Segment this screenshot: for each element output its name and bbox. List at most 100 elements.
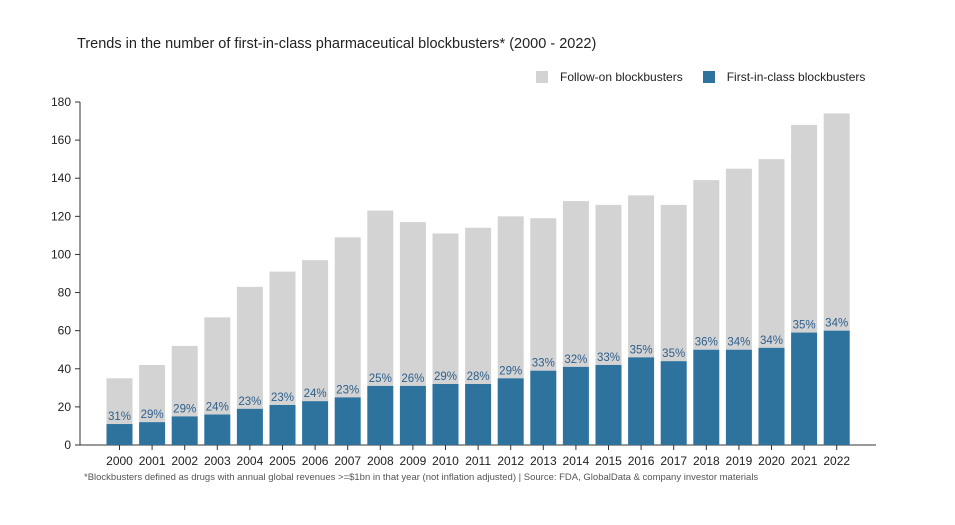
x-tick-label: 2006 [302,454,329,468]
bar-first-in-class [432,384,459,445]
y-tick-label: 120 [51,209,71,223]
x-tick-label: 2009 [400,454,427,468]
bar-first-in-class [497,378,524,445]
legend-label-follow-on: Follow-on blockbusters [560,70,683,84]
x-tick-label: 2001 [139,454,166,468]
x-tick-label: 2011 [465,454,491,468]
y-tick-label: 20 [58,400,72,414]
bar-follow-on [334,237,361,398]
y-tick-label: 100 [51,247,71,261]
data-label: 34% [825,318,848,330]
bar-follow-on [497,216,524,379]
x-tick-label: 2008 [367,454,394,468]
y-tick-label: 40 [58,362,72,376]
data-label: 34% [760,335,783,347]
footnote: *Blockbusters defined as drugs with annu… [84,472,759,483]
bar-first-in-class [236,408,263,445]
bar-follow-on [204,317,231,415]
data-label: 24% [304,388,327,400]
x-tick-label: 2018 [693,454,720,468]
bar-first-in-class [791,332,818,445]
data-label: 24% [206,402,229,414]
bar-first-in-class [823,330,850,445]
bar-first-in-class [334,397,361,445]
data-label: 35% [793,320,816,332]
bar-first-in-class [465,384,492,445]
bar-follow-on [530,218,557,371]
x-tick-label: 2010 [432,454,459,468]
bar-follow-on [367,210,394,386]
data-label: 23% [271,392,294,404]
y-tick-label: 80 [58,286,72,300]
x-tick-label: 2015 [595,454,622,468]
bar-first-in-class [693,349,720,445]
bar-follow-on [269,271,296,405]
x-tick-label: 2013 [530,454,557,468]
legend: Follow-on blockbusters First-in-class bl… [536,70,865,84]
legend-label-first-in-class: First-in-class blockbusters [726,70,866,84]
x-tick-label: 2017 [660,454,687,468]
bar-first-in-class [530,370,557,445]
bar-follow-on [465,227,492,385]
data-label: 31% [108,411,131,423]
data-label: 26% [401,373,424,385]
data-label: 29% [434,371,457,383]
bar-first-in-class [725,349,752,445]
legend-swatch-follow-on [536,71,548,83]
bar-follow-on [791,124,818,333]
y-tick-label: 140 [51,171,71,185]
bar-follow-on [823,113,850,331]
x-tick-label: 2003 [204,454,231,468]
bar-follow-on [628,195,655,358]
bar-first-in-class [628,357,655,445]
data-label: 25% [369,373,392,385]
legend-item-follow-on: Follow-on blockbusters [536,70,683,84]
x-tick-label: 2014 [563,454,590,468]
y-tick-label: 160 [51,133,71,147]
data-label: 29% [173,403,196,415]
data-label: 28% [467,371,490,383]
x-tick-label: 2022 [823,454,850,468]
x-tick-label: 2021 [791,454,818,468]
x-tick-label: 2004 [237,454,264,468]
legend-swatch-first-in-class [702,71,715,83]
data-label: 29% [499,365,522,377]
bar-follow-on [562,201,589,367]
bar-follow-on [660,204,687,362]
x-tick-label: 2000 [106,454,133,468]
y-tick-label: 180 [51,95,71,109]
bar-follow-on [725,168,752,350]
bar-first-in-class [399,385,426,445]
data-label: 34% [727,337,750,349]
y-tick-label: 0 [64,438,71,452]
bar-first-in-class [171,416,198,445]
data-label: 23% [238,396,261,408]
bar-follow-on [595,204,622,365]
x-tick-label: 2012 [497,454,524,468]
x-tick-label: 2020 [758,454,785,468]
x-tick-label: 2019 [726,454,753,468]
bar-follow-on [758,159,785,348]
bar-first-in-class [269,404,296,445]
x-tick-label: 2016 [628,454,655,468]
bar-follow-on [399,222,426,386]
bar-first-in-class [367,385,394,445]
data-label: 29% [141,409,164,421]
data-label: 32% [564,354,587,366]
bar-follow-on [302,260,329,402]
data-label: 35% [662,348,685,360]
bar-follow-on [236,286,263,409]
data-label: 33% [597,352,620,364]
data-label: 33% [532,358,555,370]
data-label: 35% [630,344,653,356]
bar-first-in-class [660,361,687,445]
bar-follow-on [171,345,198,417]
chart-title: Trends in the number of first-in-class p… [77,36,597,52]
bar-first-in-class [106,424,133,445]
x-tick-label: 2005 [269,454,296,468]
chart-plot: 0 20 40 60 80 100 120 140 160 180 2000 31% 2001 29% 20… [51,95,876,468]
bar-follow-on [693,180,720,350]
bar-follow-on [432,233,459,385]
bar-first-in-class [595,364,622,445]
x-tick-label: 2007 [334,454,361,468]
